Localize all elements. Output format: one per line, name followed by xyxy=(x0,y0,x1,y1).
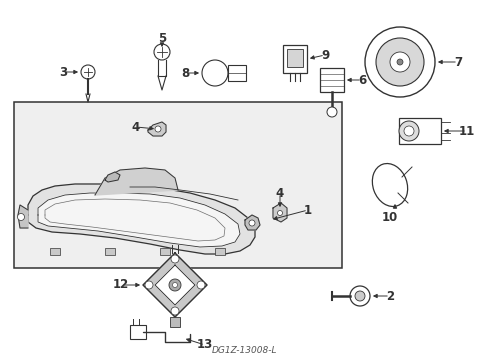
Circle shape xyxy=(81,65,95,79)
Polygon shape xyxy=(105,172,120,182)
Circle shape xyxy=(202,60,227,86)
Polygon shape xyxy=(155,265,195,305)
Text: 9: 9 xyxy=(320,49,328,62)
Text: 3: 3 xyxy=(59,66,67,78)
Circle shape xyxy=(197,281,204,289)
Circle shape xyxy=(354,291,364,301)
Circle shape xyxy=(389,52,409,72)
Circle shape xyxy=(155,126,161,132)
Circle shape xyxy=(18,213,24,220)
Text: 2: 2 xyxy=(385,289,393,302)
Circle shape xyxy=(171,307,179,315)
Text: 13: 13 xyxy=(197,338,213,351)
Bar xyxy=(170,317,180,327)
Circle shape xyxy=(172,283,177,288)
Bar xyxy=(319,68,343,92)
Text: 8: 8 xyxy=(181,67,189,80)
Text: 10: 10 xyxy=(381,211,397,224)
Text: 4: 4 xyxy=(275,186,284,199)
Ellipse shape xyxy=(371,163,407,207)
Circle shape xyxy=(398,121,418,141)
Polygon shape xyxy=(272,203,286,222)
Polygon shape xyxy=(28,184,254,254)
Polygon shape xyxy=(18,205,28,228)
Bar xyxy=(215,248,224,255)
Polygon shape xyxy=(95,168,178,195)
Polygon shape xyxy=(244,215,260,230)
Circle shape xyxy=(145,281,153,289)
Bar xyxy=(50,248,60,255)
Text: 12: 12 xyxy=(113,279,129,292)
Circle shape xyxy=(326,107,336,117)
Polygon shape xyxy=(142,253,206,317)
Circle shape xyxy=(396,59,402,65)
Circle shape xyxy=(349,286,369,306)
Bar xyxy=(130,325,146,339)
Bar xyxy=(105,248,115,255)
Bar xyxy=(227,65,245,81)
Circle shape xyxy=(169,279,181,291)
Circle shape xyxy=(403,126,413,136)
Bar xyxy=(160,248,170,255)
Circle shape xyxy=(277,211,282,216)
Text: 6: 6 xyxy=(357,73,366,86)
Circle shape xyxy=(364,27,434,97)
Text: 7: 7 xyxy=(453,55,461,68)
Text: 11: 11 xyxy=(458,125,474,138)
Text: DG1Z-13008-L: DG1Z-13008-L xyxy=(211,346,276,355)
Bar xyxy=(283,45,306,73)
Circle shape xyxy=(375,38,423,86)
Polygon shape xyxy=(38,193,240,247)
Bar xyxy=(398,118,440,144)
Circle shape xyxy=(248,220,254,226)
Polygon shape xyxy=(148,122,165,136)
Circle shape xyxy=(171,255,179,263)
Text: 1: 1 xyxy=(304,203,311,216)
Bar xyxy=(14,102,341,268)
Text: 4: 4 xyxy=(132,121,140,134)
Text: 5: 5 xyxy=(158,32,166,45)
Bar xyxy=(286,49,303,67)
Circle shape xyxy=(154,44,170,60)
